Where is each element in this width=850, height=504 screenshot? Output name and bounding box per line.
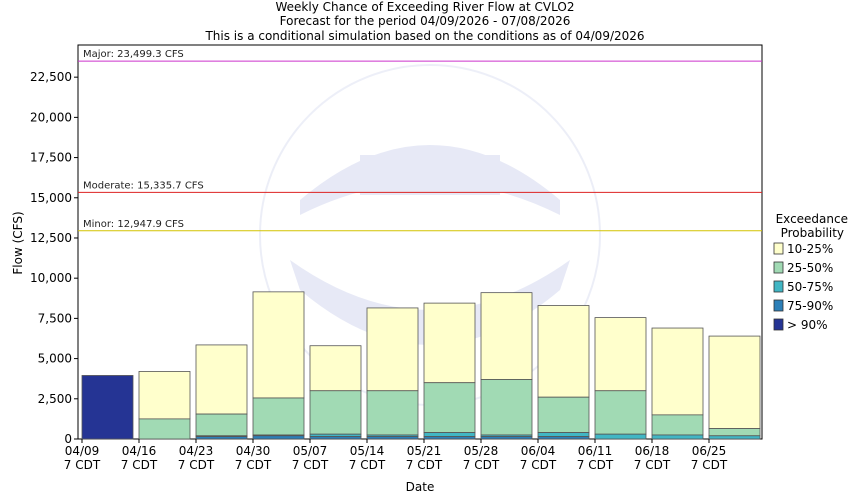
bar-segment — [537, 432, 590, 437]
bar-segment — [252, 435, 305, 440]
bar-segment — [309, 436, 362, 440]
legend-title: Exceedance — [776, 212, 848, 226]
chart-subtitle: Forecast for the period 04/09/2026 - 07/… — [280, 14, 571, 28]
legend-label: 75-90% — [787, 299, 833, 313]
x-tick-label: 7 CDT — [463, 458, 500, 472]
x-axis-label: Date — [406, 480, 435, 494]
bar-segment — [423, 382, 476, 433]
bar-segment — [195, 413, 248, 437]
y-tick-label: 20,000 — [30, 110, 72, 124]
noaa-watermark — [259, 64, 601, 406]
legend-swatch — [773, 280, 784, 293]
x-tick-label: 06/11 — [578, 444, 613, 458]
bar-segment — [366, 307, 419, 392]
x-tick-label: 04/16 — [122, 444, 157, 458]
y-tick-label: 5,000 — [38, 352, 72, 366]
y-tick-label: 22,500 — [30, 70, 72, 84]
bar-segment — [309, 390, 362, 435]
bar-segment — [138, 371, 191, 420]
x-tick-label: 04/09 — [65, 444, 100, 458]
x-tick-label: 06/25 — [692, 444, 727, 458]
y-axis-label: Flow (CFS) — [11, 211, 25, 274]
chart-title: Weekly Chance of Exceeding River Flow at… — [276, 0, 575, 14]
bar-segment — [423, 302, 476, 384]
plot-area — [77, 44, 763, 440]
bar-segment — [195, 436, 248, 440]
legend-label: > 90% — [787, 318, 828, 332]
bar-segment — [423, 436, 476, 440]
bar-segment — [195, 344, 248, 415]
x-tick-label: 06/04 — [521, 444, 556, 458]
bar-segment — [423, 432, 476, 437]
x-tick-label: 7 CDT — [349, 458, 386, 472]
bar-segment — [480, 436, 533, 440]
legend-title: Probability — [781, 226, 844, 240]
legend-swatch — [773, 318, 784, 331]
y-tick-label: 7,500 — [38, 311, 72, 325]
x-tick-label: 05/21 — [407, 444, 442, 458]
x-tick-label: 06/18 — [635, 444, 670, 458]
y-tick-label: 12,500 — [30, 231, 72, 245]
bar-segment — [366, 390, 419, 436]
x-tick-label: 04/30 — [236, 444, 271, 458]
legend-swatch — [773, 299, 784, 312]
x-tick-label: 7 CDT — [577, 458, 614, 472]
bar-segment — [309, 345, 362, 392]
bar-segment — [708, 435, 761, 440]
bar-segment — [651, 434, 704, 440]
x-tick-label: 05/28 — [464, 444, 499, 458]
legend-label: 25-50% — [787, 261, 833, 275]
bars — [81, 291, 761, 440]
legend-label: 50-75% — [787, 280, 833, 294]
y-tick-label: 0 — [64, 432, 72, 446]
bar-segment — [138, 418, 191, 440]
bar-segment — [651, 327, 704, 416]
x-tick-label: 7 CDT — [691, 458, 728, 472]
bar-segment — [594, 317, 647, 392]
threshold-lines: Major: 23,499.3 CFS Moderate: 15,335.7 CF… — [78, 49, 762, 232]
legend-swatch — [773, 261, 784, 274]
bar-segment — [252, 291, 305, 399]
threshold-label: Major: 23,499.3 CFS — [83, 49, 184, 60]
x-tick-label: 05/14 — [350, 444, 385, 458]
y-axis: 0 2,500 5,000 7,500 10,000 12,500 15,000 17,500… — [30, 70, 78, 446]
threshold-label: Minor: 12,947.9 CFS — [83, 219, 184, 230]
x-tick-label: 7 CDT — [292, 458, 329, 472]
x-tick-label: 7 CDT — [235, 458, 272, 472]
y-tick-label: 15,000 — [30, 191, 72, 205]
x-tick-label: 7 CDT — [634, 458, 671, 472]
x-tick-label: 05/07 — [293, 444, 328, 458]
x-tick-label: 7 CDT — [121, 458, 158, 472]
x-tick-label: 04/23 — [179, 444, 214, 458]
legend-swatch — [773, 242, 784, 255]
bar-segment — [708, 428, 761, 437]
bar-segment — [537, 305, 590, 398]
bar-segment — [480, 379, 533, 436]
bar-segment — [480, 292, 533, 380]
x-tick-label: 7 CDT — [178, 458, 215, 472]
bar-segment — [537, 396, 590, 433]
x-tick-label: 7 CDT — [406, 458, 443, 472]
bar-segment — [537, 436, 590, 440]
y-tick-label: 17,500 — [30, 151, 72, 165]
bar-segment — [81, 375, 134, 440]
legend-label: 10-25% — [787, 242, 833, 256]
bar-segment — [708, 335, 761, 429]
chart-subtitle-conditions: This is a conditional simulation based o… — [204, 29, 644, 43]
threshold-label: Moderate: 15,335.7 CFS — [83, 180, 204, 191]
bar-segment — [252, 397, 305, 436]
bar-segment — [366, 436, 419, 440]
x-tick-label: 7 CDT — [64, 458, 101, 472]
y-tick-label: 10,000 — [30, 271, 72, 285]
y-tick-label: 2,500 — [38, 392, 72, 406]
bar-segment — [594, 390, 647, 435]
bar-segment — [594, 433, 647, 440]
bar-segment — [651, 414, 704, 436]
x-tick-label: 7 CDT — [520, 458, 557, 472]
